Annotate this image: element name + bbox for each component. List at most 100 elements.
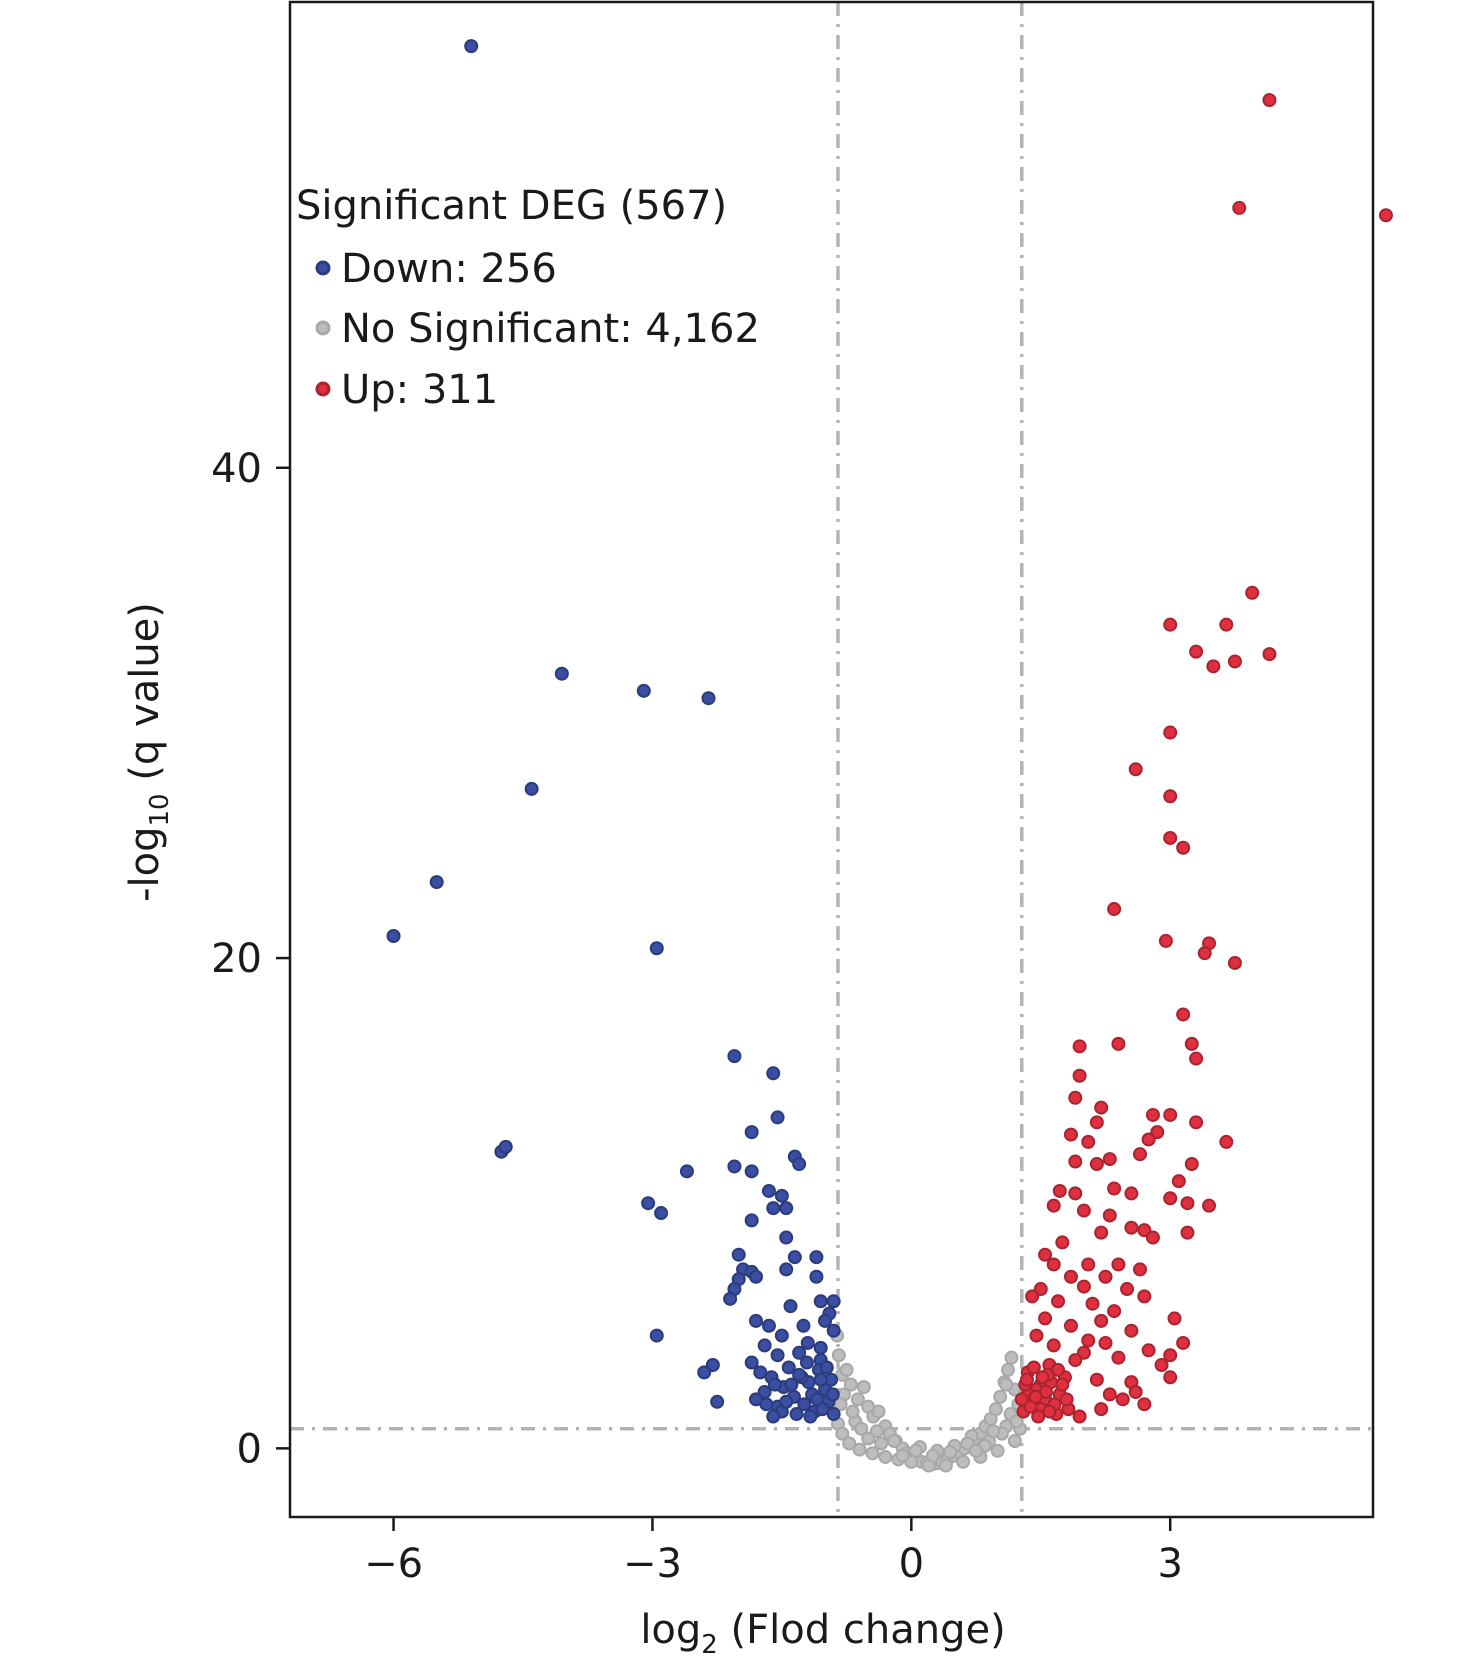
- point-up: [1035, 1370, 1050, 1385]
- point-up: [1051, 1294, 1066, 1309]
- point-up: [1163, 617, 1178, 632]
- point-down: [464, 39, 479, 54]
- point-up: [1171, 1174, 1186, 1189]
- point-up: [1206, 659, 1221, 674]
- point-down: [636, 683, 651, 698]
- point-up: [1063, 1318, 1078, 1333]
- point-ns: [878, 1449, 893, 1464]
- point-ns: [988, 1402, 1003, 1417]
- point-up: [1189, 1115, 1204, 1130]
- point-up: [1072, 1068, 1087, 1083]
- point-down: [792, 1367, 807, 1382]
- point-down: [641, 1196, 656, 1211]
- point-up: [1128, 762, 1143, 777]
- point-up: [1137, 1397, 1152, 1412]
- point-down: [429, 875, 444, 890]
- point-down: [727, 1159, 742, 1174]
- point-down: [757, 1338, 772, 1353]
- point-up: [1072, 1039, 1087, 1054]
- point-up: [1197, 946, 1212, 961]
- point-down: [649, 1328, 664, 1343]
- point-up: [1176, 840, 1191, 855]
- point-down: [748, 1269, 763, 1284]
- point-down: [748, 1313, 763, 1328]
- point-up: [1133, 1262, 1148, 1277]
- point-ns: [831, 1348, 846, 1363]
- point-down: [744, 1355, 759, 1370]
- point-down: [701, 691, 716, 706]
- point-ns: [856, 1380, 871, 1395]
- point-down: [649, 941, 664, 956]
- point-up: [1163, 1191, 1178, 1206]
- point-ns: [850, 1392, 865, 1407]
- point-down: [826, 1294, 841, 1309]
- point-up: [1107, 902, 1122, 917]
- point-up: [1141, 1132, 1156, 1147]
- point-ns: [869, 1424, 884, 1439]
- point-up: [1219, 1134, 1234, 1149]
- point-ns: [999, 1377, 1014, 1392]
- point-ns: [993, 1389, 1008, 1404]
- point-up: [1262, 93, 1277, 108]
- point-down: [766, 1409, 781, 1424]
- point-up: [1163, 1348, 1178, 1363]
- point-up: [1202, 1198, 1217, 1213]
- point-down: [770, 1348, 785, 1363]
- point-up: [1068, 1186, 1083, 1201]
- point-down: [705, 1358, 720, 1373]
- point-up: [1176, 1335, 1191, 1350]
- point-ns: [845, 1404, 860, 1419]
- point-up: [1029, 1328, 1044, 1343]
- point-up: [1046, 1198, 1061, 1213]
- point-down: [386, 929, 401, 944]
- point-ns: [908, 1443, 923, 1458]
- point-down: [761, 1183, 776, 1198]
- point-up: [1111, 1350, 1126, 1365]
- point-up: [1038, 1247, 1053, 1262]
- point-down: [744, 1164, 759, 1179]
- point-down: [761, 1318, 776, 1333]
- point-down: [744, 1125, 759, 1140]
- point-down: [789, 1407, 804, 1422]
- point-down: [727, 1049, 742, 1064]
- point-up: [1167, 1311, 1182, 1326]
- point-ns: [969, 1443, 984, 1458]
- point-down: [796, 1318, 811, 1333]
- threshold-lines: [290, 2, 1373, 1517]
- point-up: [1115, 1392, 1130, 1407]
- point-up: [1107, 1181, 1122, 1196]
- point-down: [723, 1291, 738, 1306]
- point-up: [1076, 1345, 1091, 1360]
- point-up: [1227, 654, 1242, 669]
- point-down: [803, 1409, 818, 1424]
- point-down: [710, 1394, 725, 1409]
- point-up: [1137, 1289, 1152, 1304]
- point-up: [1184, 1036, 1199, 1051]
- point-ns: [865, 1446, 880, 1461]
- point-up: [1063, 1269, 1078, 1284]
- point-up: [1133, 1147, 1148, 1162]
- point-down: [792, 1345, 807, 1360]
- point-down: [679, 1164, 694, 1179]
- point-down: [748, 1392, 763, 1407]
- point-down: [524, 781, 539, 796]
- point-ns: [895, 1448, 910, 1463]
- point-down: [787, 1250, 802, 1265]
- point-up: [1176, 1007, 1191, 1022]
- point-up: [1163, 789, 1178, 804]
- point-down: [770, 1110, 785, 1125]
- point-up: [1145, 1107, 1160, 1122]
- point-up: [1052, 1183, 1067, 1198]
- point-up: [1163, 830, 1178, 845]
- plot-frame: [288, 0, 1375, 1519]
- point-down: [779, 1230, 794, 1245]
- point-up: [1028, 1389, 1043, 1404]
- point-up: [1089, 1156, 1104, 1171]
- point-ns: [990, 1443, 1005, 1458]
- x-tick-label: 0: [899, 1541, 924, 1587]
- point-down: [783, 1299, 798, 1314]
- point-down: [731, 1247, 746, 1262]
- point-down: [818, 1313, 833, 1328]
- point-up: [1158, 933, 1173, 948]
- point-down: [792, 1156, 807, 1171]
